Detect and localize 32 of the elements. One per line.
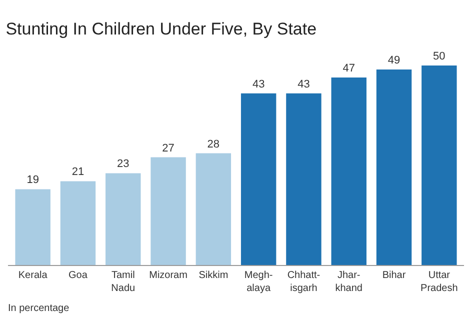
x-tick-label: Goa (68, 270, 88, 281)
bar (331, 77, 366, 265)
bar (286, 93, 322, 265)
text: In percentage (8, 303, 70, 314)
bar (422, 66, 457, 265)
bar (15, 189, 50, 265)
data-label: 19 (26, 174, 39, 186)
bar (60, 181, 96, 265)
data-label: 23 (117, 158, 130, 170)
x-tick-label: Megh- alaya (244, 270, 273, 294)
data-label: 43 (252, 78, 265, 90)
bar (106, 173, 141, 265)
x-tick-label: Sikkim (198, 270, 228, 281)
data-label: 28 (207, 138, 220, 150)
bar (376, 69, 412, 265)
bar (150, 157, 186, 265)
chart-title: Stunting In Children Under Five, By State (6, 20, 317, 39)
x-tick-label: Chhatt- isgarh (287, 270, 320, 294)
data-label: 21 (72, 166, 84, 178)
data-label: 49 (388, 54, 400, 66)
bar (240, 93, 276, 265)
x-tick-label: Uttar Pradesh (420, 270, 458, 294)
data-label: 47 (342, 62, 355, 74)
x-tick-label: Tamil Nadu (111, 270, 136, 294)
data-label: 27 (162, 142, 174, 154)
data-label: 43 (298, 78, 310, 90)
bar (196, 153, 232, 265)
x-tick-label: Bihar (382, 270, 406, 281)
x-tick-label: Jhar- khand (335, 270, 362, 294)
data-label: 50 (433, 50, 446, 62)
x-tick-label: Kerala (18, 270, 48, 281)
x-tick-label: Mizoram (149, 270, 188, 281)
